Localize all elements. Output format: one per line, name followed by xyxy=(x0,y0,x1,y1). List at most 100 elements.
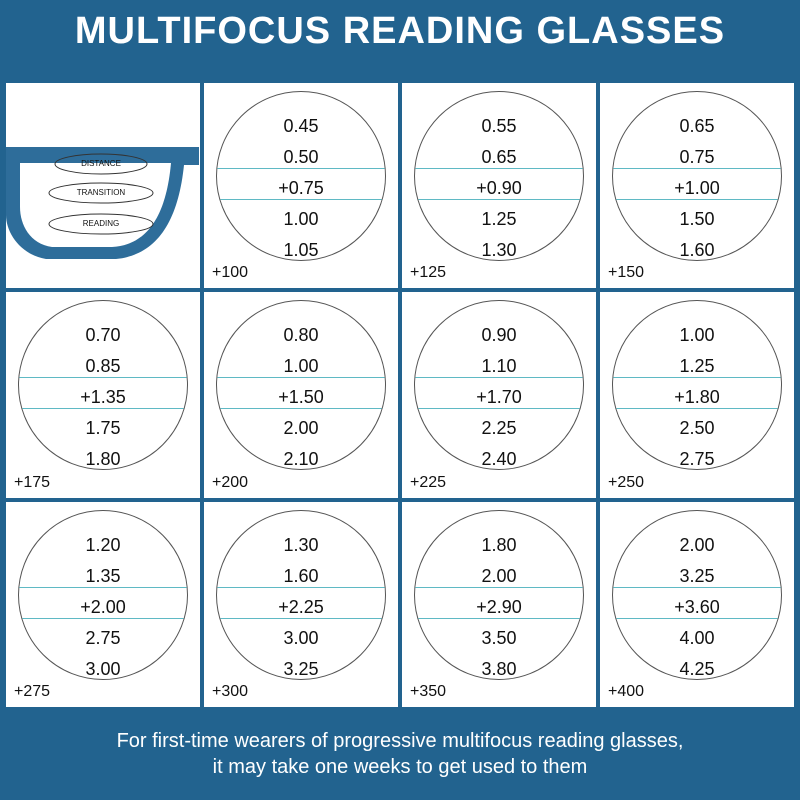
zone-distance-label: DISTANCE xyxy=(81,159,121,168)
page-title: MULTIFOCUS READING GLASSES xyxy=(74,10,726,52)
glasses-illustration: DISTANCE TRANSITION READING xyxy=(6,83,200,289)
lens-circle: 0.90 1.10 +1.70 2.25 2.40 xyxy=(414,300,584,471)
lens-value: 0.80 xyxy=(283,325,319,346)
transition-divider-line xyxy=(613,199,781,200)
power-label: +400 xyxy=(608,682,645,700)
power-label: +175 xyxy=(14,473,51,491)
lens-cell: 1.00 1.25 +1.80 2.50 2.75 +250 xyxy=(600,292,794,498)
lens-value: 4.25 xyxy=(679,658,715,679)
lens-value: 0.65 xyxy=(679,116,715,136)
power-label: +225 xyxy=(410,473,447,491)
transition-divider-line xyxy=(415,586,583,588)
lens-value: 2.50 xyxy=(679,418,715,439)
lens-value: 1.75 xyxy=(85,418,121,439)
lens-value: 1.30 xyxy=(481,240,517,260)
lens-value: 0.85 xyxy=(85,356,121,377)
lens-circle: 1.30 1.60 +2.25 3.00 3.25 xyxy=(216,509,386,680)
lens-value: 0.65 xyxy=(481,147,517,167)
lens-value: 2.10 xyxy=(283,449,319,470)
transition-divider-line xyxy=(613,617,781,619)
lens-value: 1.60 xyxy=(283,565,319,586)
lens-value: 3.00 xyxy=(283,627,319,648)
lens-circle: 1.80 2.00 +2.90 3.50 3.80 xyxy=(414,509,584,680)
transition-divider-line xyxy=(415,377,583,379)
transition-divider-line xyxy=(613,586,781,588)
lens-cell: 0.45 0.50 +0.75 1.00 1.05 +100 xyxy=(204,83,398,289)
lens-value: 3.50 xyxy=(481,627,517,648)
lens-cell: 1.80 2.00 +2.90 3.50 3.80 +350 xyxy=(402,501,596,707)
lens-value: +2.90 xyxy=(476,596,522,617)
lens-cell: 0.65 0.75 +1.00 1.50 1.60 +150 xyxy=(600,83,794,289)
power-label: +150 xyxy=(608,264,645,282)
transition-divider-line xyxy=(217,408,385,410)
lens-circle: 0.45 0.50 +0.75 1.00 1.05 xyxy=(216,91,386,261)
lens-value: +1.50 xyxy=(278,387,324,408)
transition-divider-line xyxy=(19,377,187,379)
lens-value: 3.25 xyxy=(283,658,319,679)
lens-circle: 2.00 3.25 +3.60 4.00 4.25 xyxy=(612,509,782,680)
footer-line-1: For first-time wearers of progressive mu… xyxy=(116,730,684,752)
lens-value: +0.75 xyxy=(278,178,324,198)
lens-cell: 0.80 1.00 +1.50 2.00 2.10 +200 xyxy=(204,292,398,498)
power-label: +200 xyxy=(212,473,249,491)
transition-divider-line xyxy=(19,408,187,410)
power-label: +250 xyxy=(608,473,645,491)
transition-divider-line xyxy=(613,408,781,410)
lens-value: +1.70 xyxy=(476,387,522,408)
zone-reading-label: READING xyxy=(82,219,120,228)
lens-value: 1.25 xyxy=(481,209,517,229)
power-label: +350 xyxy=(410,682,447,700)
lens-value: 2.40 xyxy=(481,449,517,470)
transition-divider-line xyxy=(613,377,781,379)
lens-cell: 0.55 0.65 +0.90 1.25 1.30 +125 xyxy=(402,83,596,289)
lens-circle: 1.20 1.35 +2.00 2.75 3.00 xyxy=(18,509,188,680)
lens-value: 0.90 xyxy=(481,325,517,346)
lens-value: 0.45 xyxy=(283,116,319,136)
power-label: +275 xyxy=(14,682,51,700)
strength-grid: DISTANCE TRANSITION READING 0.45 0.50 +0.7… xyxy=(6,83,794,707)
lens-value: 1.00 xyxy=(283,356,319,377)
lens-value: 1.35 xyxy=(85,565,121,586)
footer-note: For first-time wearers of progressive mu… xyxy=(0,728,800,780)
lens-circle: 0.65 0.75 +1.00 1.50 1.60 xyxy=(612,91,782,261)
transition-divider-line xyxy=(415,617,583,619)
footer-line-2: it may take one weeks to get used to the… xyxy=(212,756,588,778)
lens-value: +3.60 xyxy=(674,596,720,617)
zone-transition-label: TRANSITION xyxy=(76,188,126,197)
lens-value: 3.00 xyxy=(85,658,121,679)
lens-value: +1.00 xyxy=(674,178,720,198)
lens-value: 1.30 xyxy=(283,534,319,555)
transition-divider-line xyxy=(415,199,583,200)
lens-value: 1.10 xyxy=(481,356,517,377)
transition-divider-line xyxy=(19,586,187,588)
lens-value: +1.35 xyxy=(80,387,126,408)
lens-value: 2.75 xyxy=(679,449,715,470)
lens-circle: 0.55 0.65 +0.90 1.25 1.30 xyxy=(414,91,584,261)
lens-value: 1.20 xyxy=(85,534,121,555)
lens-cell: 0.90 1.10 +1.70 2.25 2.40 +225 xyxy=(402,292,596,498)
lens-value: 1.00 xyxy=(283,209,319,229)
transition-divider-line xyxy=(217,586,385,588)
lens-value: 1.80 xyxy=(481,534,517,555)
lens-value: 1.25 xyxy=(679,356,715,377)
lens-circle: 0.80 1.00 +1.50 2.00 2.10 xyxy=(216,300,386,471)
lens-value: 0.75 xyxy=(679,147,715,167)
lens-value: 0.70 xyxy=(85,325,121,346)
lens-value: 4.00 xyxy=(679,627,715,648)
lens-cell: 1.20 1.35 +2.00 2.75 3.00 +275 xyxy=(6,501,200,707)
transition-divider-line xyxy=(217,617,385,619)
transition-divider-line xyxy=(415,168,583,169)
transition-divider-line xyxy=(415,408,583,410)
lens-value: 3.80 xyxy=(481,658,517,679)
transition-divider-line xyxy=(217,377,385,379)
lens-value: +2.25 xyxy=(278,596,324,617)
lens-value: 1.00 xyxy=(679,325,715,346)
lens-value: +0.90 xyxy=(476,178,522,198)
lens-cell: 1.30 1.60 +2.25 3.00 3.25 +300 xyxy=(204,501,398,707)
power-label: +125 xyxy=(410,264,447,282)
lens-value: +1.80 xyxy=(674,387,720,408)
lens-value: 2.00 xyxy=(481,565,517,586)
lens-value: 1.05 xyxy=(283,240,319,260)
transition-divider-line xyxy=(217,168,385,169)
lens-value: 1.80 xyxy=(85,449,121,470)
